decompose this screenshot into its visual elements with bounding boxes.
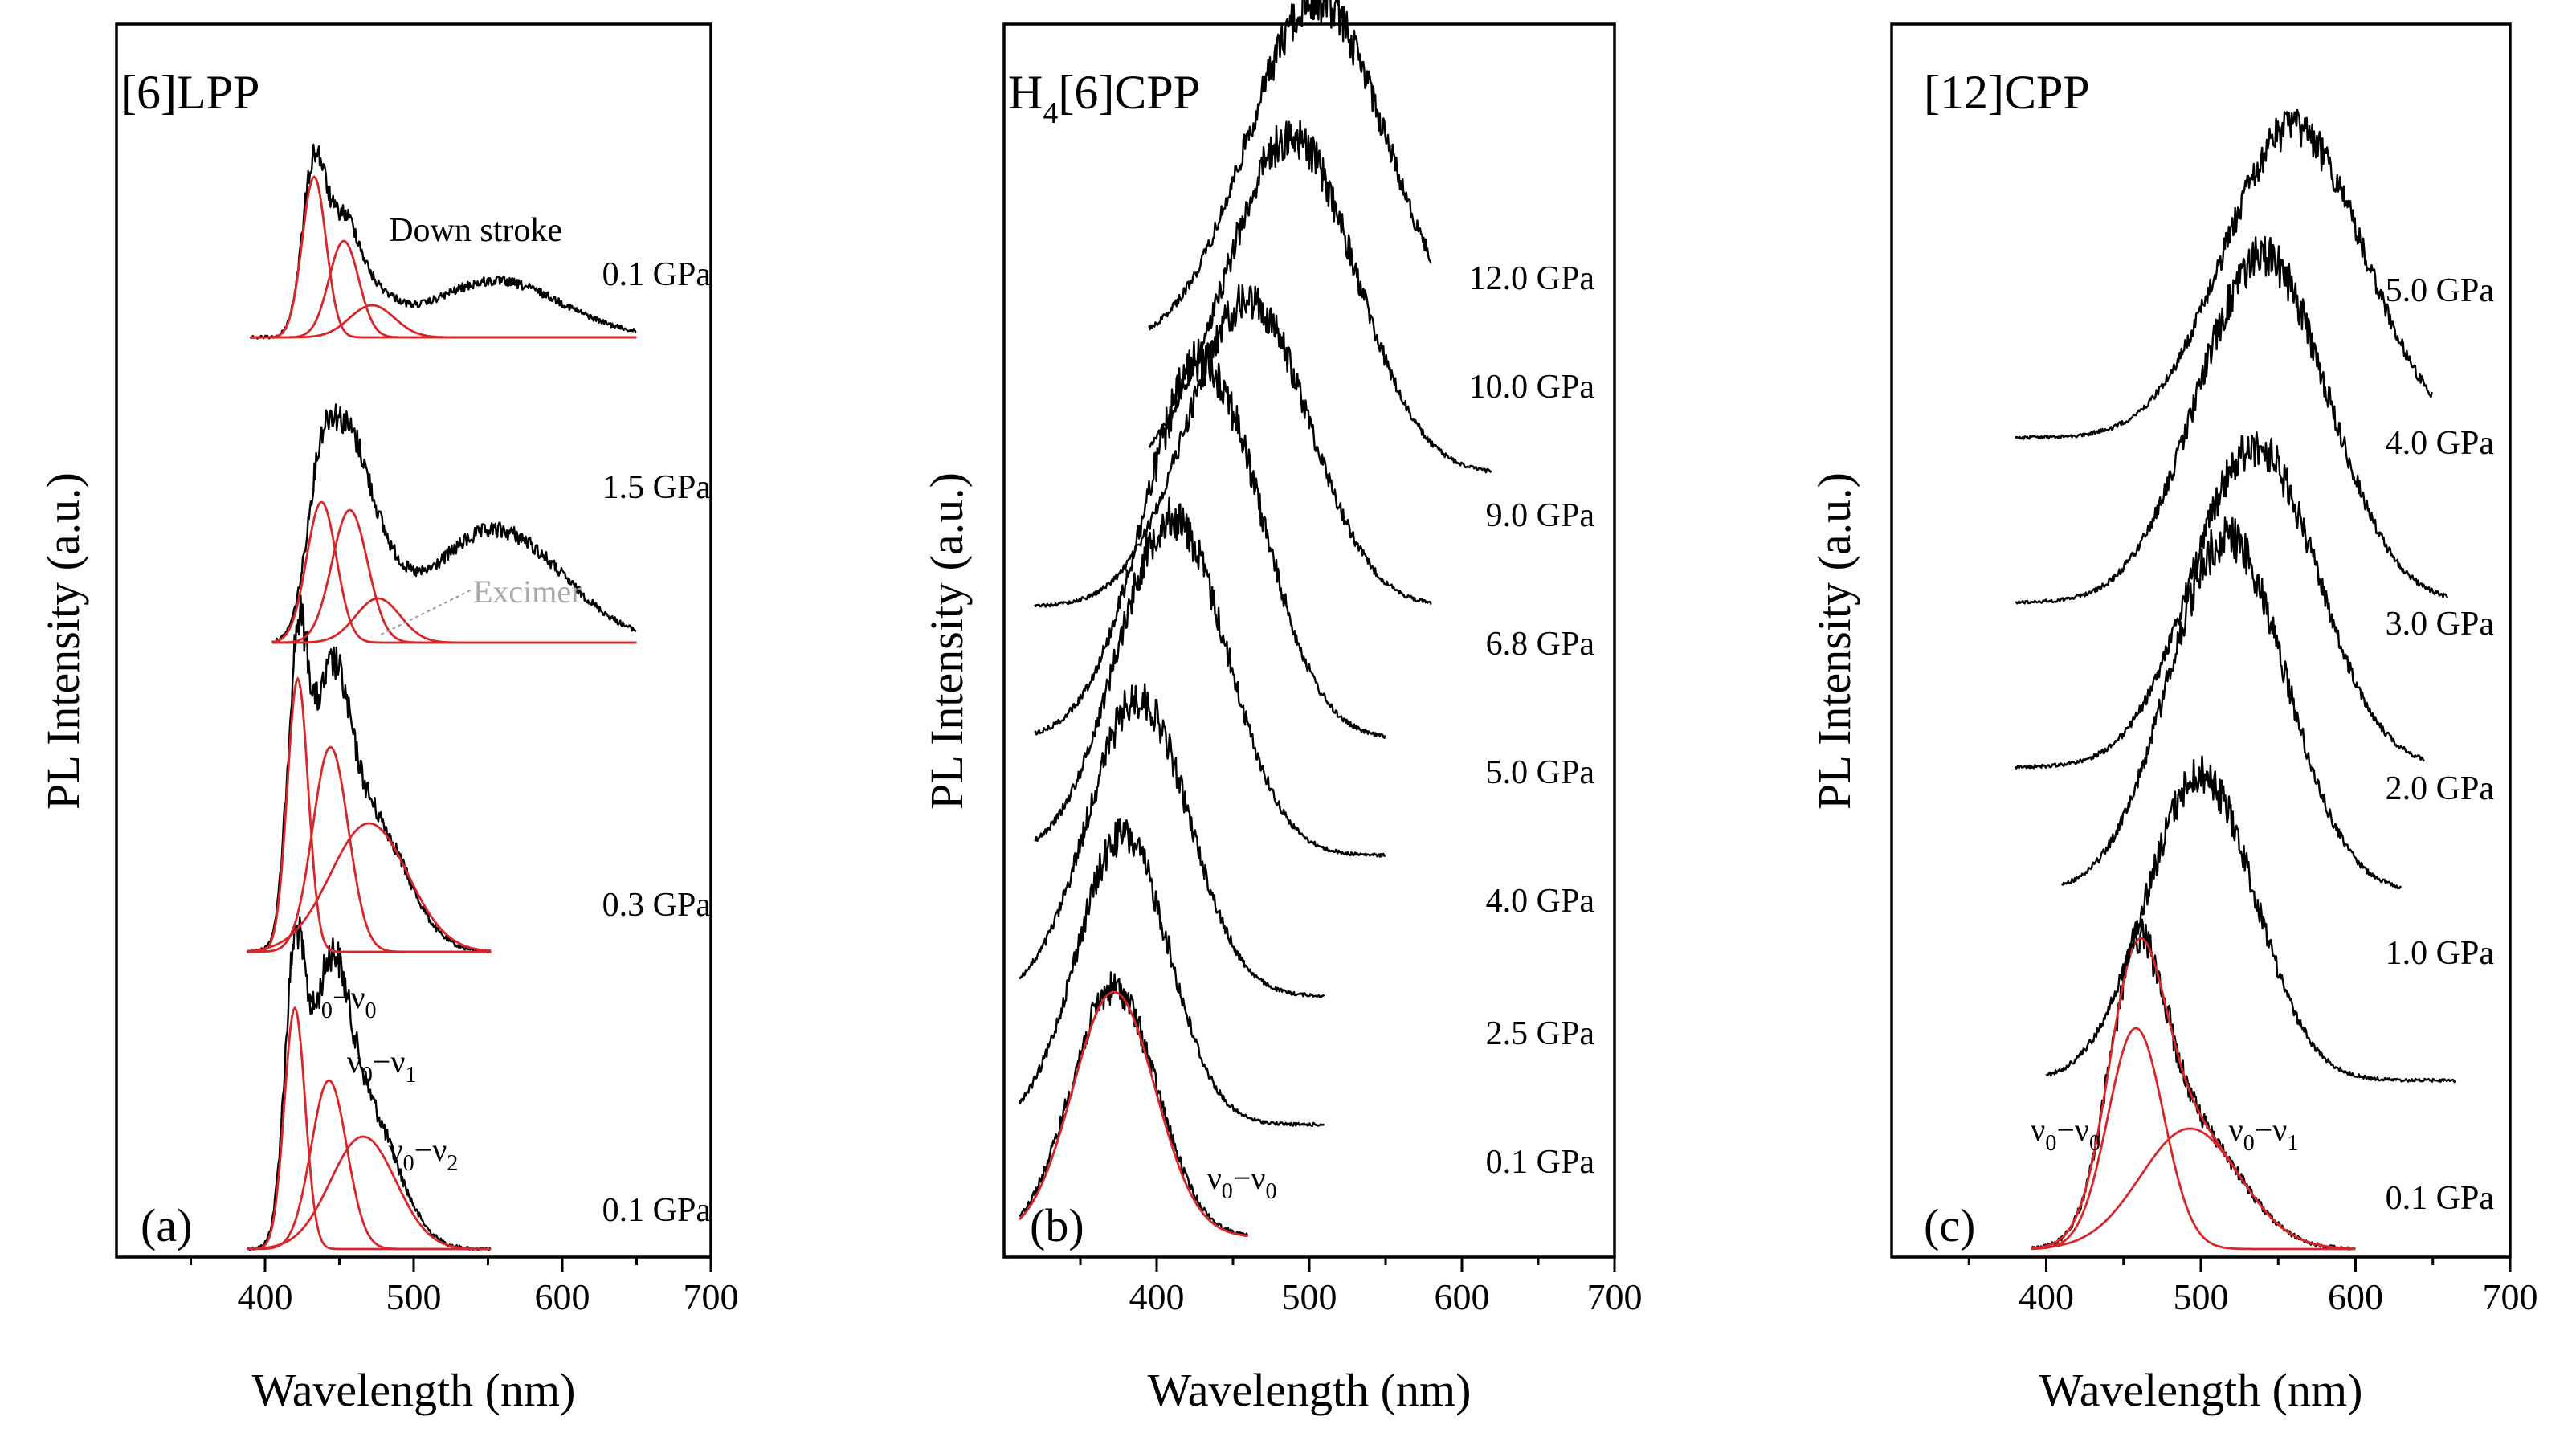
pressure-label: 0.1 GPa bbox=[2386, 1180, 2495, 1217]
pl-trace-4.0-gpa bbox=[1019, 683, 1325, 998]
pl-trace-10.0-gpa bbox=[1148, 120, 1492, 474]
pressure-label: 0.1 GPa bbox=[602, 256, 712, 293]
panel-b-traces bbox=[1018, 0, 1492, 1237]
x-tick-label: 400 bbox=[2019, 1276, 2074, 1317]
panel-b-ticks: 400 500 600 700 bbox=[1079, 1257, 1643, 1317]
panel-c-ticks: 400 500 600 700 bbox=[1967, 1257, 2538, 1317]
panel-b: H4[6]CPP Wavelength (nm) PL Intensity (a… bbox=[921, 0, 1643, 1416]
fit-envelope bbox=[2031, 937, 2356, 1250]
panel-a-title: [6]LPP bbox=[120, 66, 259, 119]
x-tick-label: 600 bbox=[2328, 1276, 2383, 1317]
pl-trace-9.0-gpa bbox=[1033, 284, 1432, 608]
fit-component-3 bbox=[247, 1135, 492, 1251]
panel-a: [6]LPP Wavelength (nm) PL Intensity (a.u… bbox=[37, 22, 739, 1416]
pressure-label: 5.0 GPa bbox=[2386, 272, 2495, 309]
excimer-pointer bbox=[380, 590, 471, 635]
panel-c-pressure-labels: 0.1 GPa 1.0 GPa 2.0 GPa 3.0 GPa 4.0 GPa 5.0 G… bbox=[2386, 272, 2495, 1217]
pl-trace-down-stroke-0.1-gpa bbox=[249, 143, 637, 340]
pl-trace-5.0-gpa bbox=[1034, 496, 1386, 858]
pl-trace-1.0-gpa bbox=[2045, 755, 2456, 1084]
panel-c-ylabel: PL Intensity (a.u.) bbox=[1808, 472, 1860, 810]
pressure-label: 10.0 GPa bbox=[1469, 369, 1595, 406]
panel-c-letter: (c) bbox=[1924, 1199, 1975, 1251]
fit-component-1 bbox=[247, 1006, 492, 1251]
x-tick-label: 700 bbox=[684, 1276, 739, 1317]
panel-b-title: H4[6]CPP bbox=[1008, 66, 1200, 130]
panel-a-xlabel: Wavelength (nm) bbox=[252, 1364, 576, 1416]
pressure-label: 2.5 GPa bbox=[1486, 1015, 1595, 1052]
pressure-label: 1.5 GPa bbox=[602, 469, 712, 506]
fit-component-1 bbox=[250, 175, 637, 339]
pl-trace-4.0-gpa bbox=[2015, 235, 2449, 605]
x-tick-label: 500 bbox=[386, 1276, 442, 1317]
fit-component-2 bbox=[247, 1079, 492, 1251]
panel-c: [12]CPP Wavelength (nm) PL Intensity (a.… bbox=[1808, 22, 2538, 1416]
pl-trace-3.0-gpa bbox=[2014, 431, 2425, 770]
pressure-label: 0.1 GPa bbox=[602, 1192, 712, 1229]
x-tick-label: 700 bbox=[2483, 1276, 2538, 1317]
fit-component-1 bbox=[272, 500, 637, 644]
panel-c-title: [12]CPP bbox=[1924, 66, 2090, 119]
excimer-label: Excimer bbox=[473, 574, 582, 610]
fit-component-3 bbox=[247, 822, 492, 953]
pressure-label: 4.0 GPa bbox=[2386, 425, 2495, 462]
pl-trace-0.1-gpa bbox=[2031, 918, 2356, 1251]
panel-c-traces bbox=[2014, 108, 2456, 1251]
pl-trace-2.5-gpa bbox=[1018, 818, 1325, 1127]
pl-trace-6.8-gpa bbox=[1034, 338, 1386, 739]
transition-label: ν0−ν0 bbox=[307, 979, 377, 1023]
panel-a-letter: (a) bbox=[141, 1199, 192, 1251]
pressure-label: 5.0 GPa bbox=[1486, 754, 1595, 791]
pl-trace-2.0-gpa bbox=[2060, 516, 2402, 889]
fit-envelope bbox=[1018, 990, 1249, 1237]
panel-a-ylabel: PL Intensity (a.u.) bbox=[37, 472, 89, 810]
fit-component-2 bbox=[247, 745, 492, 953]
fit-component-2 bbox=[250, 239, 637, 339]
pressure-label: 12.0 GPa bbox=[1469, 260, 1595, 297]
panel-a-pressure-labels: 0.1 GPa 0.3 GPa Excimer 1.5 GPa 0.1 GPa bbox=[473, 256, 711, 1229]
pl-trace-0.1-gpa bbox=[1019, 971, 1248, 1237]
fit-component-3 bbox=[250, 304, 637, 339]
pl-trace-0.3-gpa bbox=[246, 594, 492, 954]
x-tick-label: 500 bbox=[2174, 1276, 2229, 1317]
pressure-label: 6.8 GPa bbox=[1486, 626, 1595, 663]
panel-b-ylabel: PL Intensity (a.u.) bbox=[921, 472, 973, 810]
pressure-label: 2.0 GPa bbox=[2386, 770, 2495, 807]
fit-component-1 bbox=[2031, 1027, 2356, 1251]
panel-c-xlabel: Wavelength (nm) bbox=[2039, 1364, 2363, 1416]
x-tick-label: 400 bbox=[238, 1276, 293, 1317]
panel-b-xlabel: Wavelength (nm) bbox=[1148, 1364, 1472, 1416]
pressure-label: 3.0 GPa bbox=[2386, 606, 2495, 643]
pl-trace-5.0-gpa bbox=[2015, 108, 2433, 440]
panel-a-ticks: 400 500 600 700 bbox=[190, 1257, 739, 1317]
x-tick-label: 600 bbox=[535, 1276, 590, 1317]
transition-label: ν0−ν0 bbox=[1207, 1160, 1277, 1204]
pl-trace-1.5-gpa bbox=[271, 403, 637, 644]
panel-a-downstroke-label: Down stroke bbox=[389, 212, 562, 249]
transition-label: ν0−ν2 bbox=[389, 1132, 459, 1176]
x-tick-label: 500 bbox=[1282, 1276, 1337, 1317]
panel-b-pressure-labels: 0.1 GPa 2.5 GPa 4.0 GPa 5.0 GPa 6.8 GPa 9.0 G… bbox=[1469, 260, 1595, 1181]
transition-label: ν0−ν1 bbox=[2229, 1112, 2299, 1156]
pressure-label: 0.1 GPa bbox=[1486, 1144, 1595, 1181]
pressure-label: 1.0 GPa bbox=[2386, 935, 2495, 972]
pl-trace-12.0-gpa bbox=[1148, 0, 1432, 331]
fit-component-3 bbox=[272, 597, 637, 644]
panel-b-annotations: ν0−ν0 bbox=[1207, 1160, 1277, 1204]
pressure-label: 9.0 GPa bbox=[1486, 497, 1595, 534]
x-tick-label: 600 bbox=[1435, 1276, 1490, 1317]
transition-label: ν0−ν1 bbox=[347, 1043, 417, 1088]
panel-a-annotations: ν0−ν0 ν0−ν1 ν0−ν2 bbox=[307, 979, 459, 1176]
pressure-label: 4.0 GPa bbox=[1486, 883, 1595, 920]
panel-b-letter: (b) bbox=[1030, 1199, 1084, 1251]
transition-label: ν0−ν0 bbox=[2031, 1112, 2100, 1156]
x-tick-label: 700 bbox=[1587, 1276, 1643, 1317]
pressure-label: 0.3 GPa bbox=[602, 887, 712, 924]
fit-component-2 bbox=[272, 508, 637, 644]
panel-c-annotations: ν0−ν0 ν0−ν1 bbox=[2031, 1112, 2298, 1156]
panel-a-traces bbox=[246, 143, 637, 1251]
x-tick-label: 400 bbox=[1129, 1276, 1185, 1317]
